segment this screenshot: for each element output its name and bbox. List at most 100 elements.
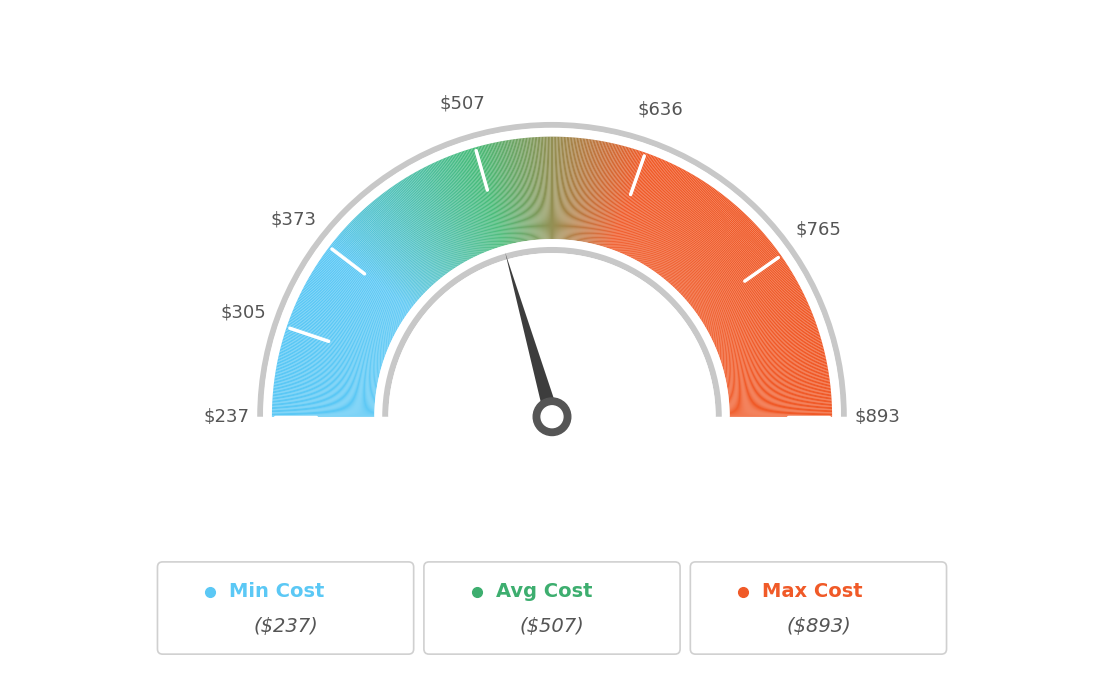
Wedge shape bbox=[502, 141, 521, 242]
Wedge shape bbox=[730, 413, 832, 415]
Wedge shape bbox=[697, 255, 782, 315]
Wedge shape bbox=[666, 201, 732, 280]
Wedge shape bbox=[586, 142, 607, 243]
Wedge shape bbox=[637, 170, 687, 261]
Text: ($893): ($893) bbox=[786, 618, 851, 636]
Wedge shape bbox=[450, 155, 488, 251]
Wedge shape bbox=[726, 362, 827, 382]
Wedge shape bbox=[361, 210, 432, 286]
Wedge shape bbox=[442, 159, 484, 253]
Wedge shape bbox=[530, 137, 539, 239]
Wedge shape bbox=[684, 230, 762, 299]
Wedge shape bbox=[353, 219, 426, 292]
Text: $305: $305 bbox=[221, 304, 266, 322]
Wedge shape bbox=[277, 362, 378, 382]
Wedge shape bbox=[619, 157, 659, 253]
Wedge shape bbox=[294, 308, 389, 348]
Wedge shape bbox=[681, 225, 757, 296]
Wedge shape bbox=[597, 146, 625, 245]
Wedge shape bbox=[283, 337, 382, 367]
Wedge shape bbox=[689, 238, 768, 304]
Wedge shape bbox=[723, 344, 822, 372]
Wedge shape bbox=[272, 405, 374, 411]
Wedge shape bbox=[422, 168, 470, 259]
Wedge shape bbox=[707, 279, 797, 331]
Wedge shape bbox=[562, 137, 570, 239]
Wedge shape bbox=[272, 408, 374, 412]
Wedge shape bbox=[455, 154, 491, 250]
Wedge shape bbox=[725, 359, 826, 381]
Wedge shape bbox=[604, 149, 636, 247]
Wedge shape bbox=[464, 150, 497, 248]
Wedge shape bbox=[275, 376, 376, 392]
Wedge shape bbox=[351, 221, 425, 293]
Wedge shape bbox=[275, 377, 376, 393]
Wedge shape bbox=[273, 393, 375, 403]
Wedge shape bbox=[561, 137, 566, 239]
Wedge shape bbox=[301, 291, 393, 337]
Wedge shape bbox=[274, 382, 375, 395]
Wedge shape bbox=[604, 148, 635, 247]
Wedge shape bbox=[630, 165, 677, 257]
FancyBboxPatch shape bbox=[690, 562, 946, 654]
Wedge shape bbox=[566, 137, 577, 240]
Text: Max Cost: Max Cost bbox=[762, 582, 862, 601]
Wedge shape bbox=[625, 161, 669, 255]
Wedge shape bbox=[572, 139, 585, 240]
Wedge shape bbox=[682, 226, 758, 297]
Wedge shape bbox=[661, 197, 726, 277]
Wedge shape bbox=[698, 257, 783, 316]
Wedge shape bbox=[280, 348, 380, 375]
Wedge shape bbox=[496, 142, 517, 243]
Wedge shape bbox=[680, 223, 755, 295]
Wedge shape bbox=[701, 266, 788, 322]
Wedge shape bbox=[598, 146, 626, 246]
Wedge shape bbox=[728, 376, 829, 392]
Wedge shape bbox=[544, 137, 549, 239]
Wedge shape bbox=[343, 229, 420, 299]
Wedge shape bbox=[584, 141, 605, 242]
Wedge shape bbox=[389, 253, 715, 417]
Wedge shape bbox=[329, 246, 411, 309]
Wedge shape bbox=[453, 154, 490, 250]
Wedge shape bbox=[433, 163, 477, 256]
Wedge shape bbox=[654, 187, 713, 271]
Wedge shape bbox=[594, 144, 619, 244]
Wedge shape bbox=[358, 214, 429, 288]
Wedge shape bbox=[291, 314, 386, 352]
Wedge shape bbox=[565, 137, 574, 239]
Wedge shape bbox=[595, 145, 622, 245]
Wedge shape bbox=[616, 155, 654, 251]
Wedge shape bbox=[279, 351, 380, 376]
Wedge shape bbox=[690, 239, 769, 305]
Wedge shape bbox=[474, 148, 503, 246]
Wedge shape bbox=[726, 360, 827, 382]
Wedge shape bbox=[718, 314, 813, 352]
Wedge shape bbox=[703, 269, 790, 324]
Wedge shape bbox=[426, 166, 473, 258]
Wedge shape bbox=[722, 337, 821, 367]
Wedge shape bbox=[498, 141, 519, 242]
Wedge shape bbox=[700, 262, 786, 319]
Wedge shape bbox=[713, 300, 807, 344]
Wedge shape bbox=[273, 397, 374, 406]
Wedge shape bbox=[285, 333, 382, 364]
Wedge shape bbox=[300, 293, 393, 339]
Wedge shape bbox=[675, 214, 746, 288]
Wedge shape bbox=[624, 160, 666, 255]
Wedge shape bbox=[319, 259, 405, 317]
Wedge shape bbox=[563, 137, 571, 239]
Wedge shape bbox=[391, 187, 450, 271]
Wedge shape bbox=[659, 193, 721, 275]
Wedge shape bbox=[314, 269, 401, 324]
Wedge shape bbox=[538, 137, 543, 239]
Wedge shape bbox=[382, 194, 445, 276]
Wedge shape bbox=[404, 178, 459, 266]
Wedge shape bbox=[315, 266, 402, 322]
Wedge shape bbox=[485, 144, 510, 244]
Wedge shape bbox=[728, 371, 829, 389]
Wedge shape bbox=[386, 190, 447, 273]
Wedge shape bbox=[425, 166, 473, 259]
Wedge shape bbox=[687, 234, 765, 302]
Wedge shape bbox=[481, 146, 508, 245]
